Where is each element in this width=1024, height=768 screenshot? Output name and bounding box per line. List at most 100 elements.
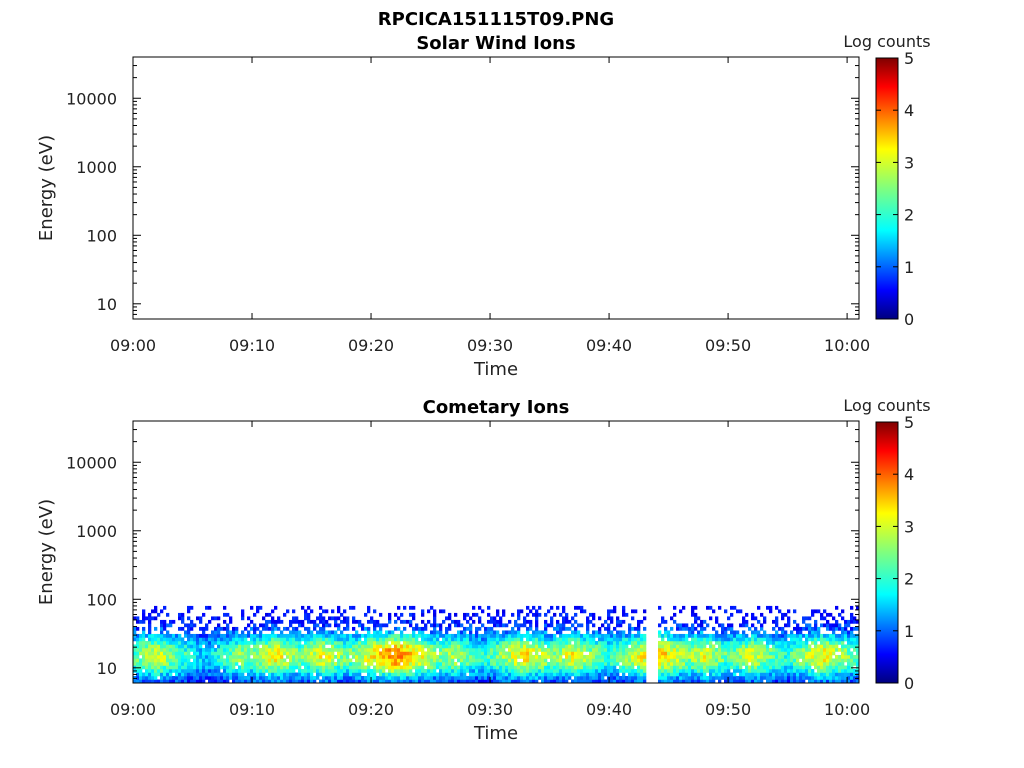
spectrogram-cell [301,647,305,652]
spectrogram-cell [415,654,419,659]
spectrogram-cell [196,640,200,645]
spectrogram-cell [286,647,290,652]
spectrogram-cell [367,647,371,652]
spectrogram-cell [583,665,587,670]
spectrogram-cell [349,665,353,670]
spectrogram-cell [460,672,464,677]
spectrogram-cell [847,654,851,659]
spectrogram-cell [490,637,494,642]
spectrogram-cell [727,623,731,628]
spectrogram-cell [499,654,503,659]
spectrogram-cell [451,679,455,684]
spectrogram-cell [415,679,419,684]
spectrogram-cell [280,658,284,663]
spectrogram-cell [163,623,167,628]
spectrogram-cell [382,623,386,628]
x-tick-label: 09:30 [467,700,513,719]
spectrogram-cell [457,644,461,649]
spectrogram-cell [562,679,566,684]
spectrogram-cell [676,661,680,666]
spectrogram-cell [256,665,260,670]
spectrogram-cell [256,626,260,631]
spectrogram-cell [493,647,497,652]
spectrogram-cell [739,668,743,673]
spectrogram-cell [544,626,548,631]
spectrogram-cell [148,644,152,649]
spectrogram-cell [295,647,299,652]
spectrogram-cell [763,654,767,659]
spectrogram-cell [475,640,479,645]
spectrogram-cell [358,658,362,663]
spectrogram-cell [322,640,326,645]
spectrogram-cell [430,658,434,663]
spectrogram-cell [157,637,161,642]
spectrogram-cell [433,623,437,628]
spectrogram-cell [472,658,476,663]
spectrogram-cell [355,661,359,666]
spectrogram-cell [508,661,512,666]
spectrogram-cell [136,679,140,684]
spectrogram-cell [400,644,404,649]
spectrogram-cell [340,640,344,645]
spectrogram-cell [754,644,758,649]
spectrogram-cell [454,654,458,659]
spectrogram-cell [664,675,668,680]
spectrogram-cell [673,658,677,663]
spectrogram-cell [607,644,611,649]
spectrogram-cell [169,637,173,642]
spectrogram-cell [841,654,845,659]
spectrogram-cell [718,633,722,638]
spectrogram-cell [463,626,467,631]
spectrogram-cell [199,679,203,684]
spectrogram-cell [244,644,248,649]
spectrogram-cell [421,672,425,677]
spectrogram-cell [439,626,443,631]
spectrogram-cell [835,619,839,624]
spectrogram-cell [772,644,776,649]
spectrogram-cell [472,637,476,642]
spectrogram-cell [688,675,692,680]
spectrogram-cell [301,633,305,638]
spectrogram-cell [802,640,806,645]
spectrogram-cell [514,633,518,638]
spectrogram-cell [331,654,335,659]
spectrogram-cell [358,675,362,680]
spectrogram-cell [682,651,686,656]
spectrogram-cell [580,679,584,684]
spectrogram-cell [160,651,164,656]
spectrogram-cell [517,633,521,638]
spectrogram-cell [844,626,848,631]
spectrogram-cell [217,672,221,677]
spectrogram-cell [490,616,494,621]
spectrogram-cell [307,654,311,659]
spectrogram-cell [787,675,791,680]
spectrogram-cell [718,679,722,684]
spectrogram-cell [475,626,479,631]
spectrogram-cell [550,637,554,642]
spectrogram-cell [529,619,533,624]
spectrogram-cell [421,619,425,624]
spectrogram-cell [847,633,851,638]
spectrogram-cell [340,633,344,638]
spectrogram-cell [187,605,191,610]
spectrogram-cell [811,654,815,659]
spectrogram-cell [550,605,554,610]
spectrogram-cell [565,647,569,652]
spectrogram-cell [796,665,800,670]
spectrogram-cell [631,626,635,631]
spectrogram-cell [244,675,248,680]
spectrogram-cell [715,651,719,656]
spectrogram-cell [319,640,323,645]
spectrogram-cell [712,661,716,666]
spectrogram-cell [577,651,581,656]
spectrogram-cell [316,675,320,680]
spectrogram-cell [430,661,434,666]
spectrogram-cell [448,623,452,628]
spectrogram-cell [676,654,680,659]
spectrogram-cell [718,672,722,677]
spectrogram-cell [730,675,734,680]
spectrogram-cell [733,661,737,666]
spectrogram-cell [484,640,488,645]
spectrogram-cell [853,668,857,673]
spectrogram-cell [163,651,167,656]
